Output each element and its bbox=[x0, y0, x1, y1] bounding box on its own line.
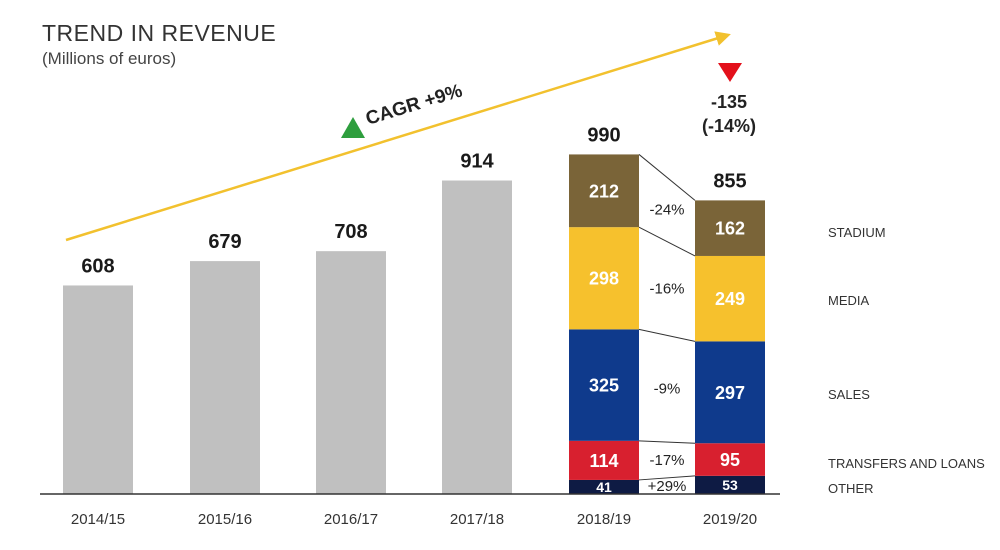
change-pct-label: -24% bbox=[649, 201, 684, 218]
segment-label: 297 bbox=[715, 383, 745, 403]
legend-label-sales: SALES bbox=[828, 387, 870, 402]
x-tick-label: 2014/15 bbox=[71, 511, 125, 528]
segment-other-2018-19 bbox=[569, 479, 639, 494]
segment-other-2019-20 bbox=[695, 475, 765, 494]
connector-line bbox=[638, 475, 696, 481]
segment-sales-2018-19 bbox=[569, 329, 639, 441]
total-label: 990 bbox=[587, 124, 620, 146]
decline-pct-label: (-14%) bbox=[702, 116, 756, 136]
chart-subtitle: (Millions of euros) bbox=[42, 49, 177, 68]
bar-2015-16 bbox=[190, 261, 260, 494]
segment-stadium-2019-20 bbox=[695, 200, 765, 256]
segment-label: 53 bbox=[722, 477, 738, 493]
bar-2016-17 bbox=[316, 251, 386, 494]
bar-2014-15 bbox=[63, 285, 133, 494]
up-triangle-icon bbox=[341, 117, 365, 138]
total-label: 855 bbox=[713, 171, 746, 193]
total-label: 679 bbox=[208, 231, 241, 253]
segment-label: 325 bbox=[589, 376, 619, 396]
legend-label-media: MEDIA bbox=[828, 293, 870, 308]
legend-label-transfers-and-loans: TRANSFERS AND LOANS bbox=[828, 456, 985, 471]
segment-label: 212 bbox=[589, 181, 619, 201]
x-tick-label: 2018/19 bbox=[577, 511, 631, 528]
chart-title: TREND IN REVENUE bbox=[42, 20, 277, 46]
down-triangle-icon bbox=[718, 63, 742, 82]
segment-label: 95 bbox=[720, 450, 740, 470]
connector-line bbox=[638, 440, 696, 444]
total-label: 608 bbox=[81, 255, 114, 277]
segment-transfers-and-loans-2019-20 bbox=[695, 443, 765, 476]
segment-label: 249 bbox=[715, 289, 745, 309]
legend-label-other: OTHER bbox=[828, 481, 874, 496]
segment-label: 298 bbox=[589, 269, 619, 289]
decline-value-label: -135 bbox=[711, 92, 747, 112]
x-tick-label: 2019/20 bbox=[703, 511, 757, 528]
bar-2017-18 bbox=[442, 180, 512, 495]
x-tick-label: 2016/17 bbox=[324, 511, 378, 528]
segment-label: 114 bbox=[589, 451, 618, 471]
legend-label-stadium: STADIUM bbox=[828, 225, 886, 240]
cagr-arrow bbox=[65, 31, 731, 242]
x-tick-label: 2017/18 bbox=[450, 511, 504, 528]
segment-media-2018-19 bbox=[569, 227, 639, 330]
connector-line bbox=[638, 154, 696, 201]
segment-stadium-2018-19 bbox=[569, 154, 639, 228]
total-label: 914 bbox=[460, 150, 494, 172]
segment-media-2019-20 bbox=[695, 255, 765, 342]
segment-sales-2019-20 bbox=[695, 341, 765, 444]
connector-line bbox=[638, 328, 696, 342]
total-label: 708 bbox=[334, 221, 367, 243]
change-pct-label: -17% bbox=[649, 452, 684, 469]
change-pct-label: -9% bbox=[654, 381, 681, 398]
segment-label: 162 bbox=[715, 219, 745, 239]
change-pct-label: -16% bbox=[649, 280, 684, 297]
x-tick-label: 2015/16 bbox=[198, 511, 252, 528]
connector-line bbox=[638, 226, 696, 257]
segment-transfers-and-loans-2018-19 bbox=[569, 440, 639, 480]
change-pct-label: +29% bbox=[648, 478, 687, 495]
segment-label: 41 bbox=[596, 479, 612, 495]
